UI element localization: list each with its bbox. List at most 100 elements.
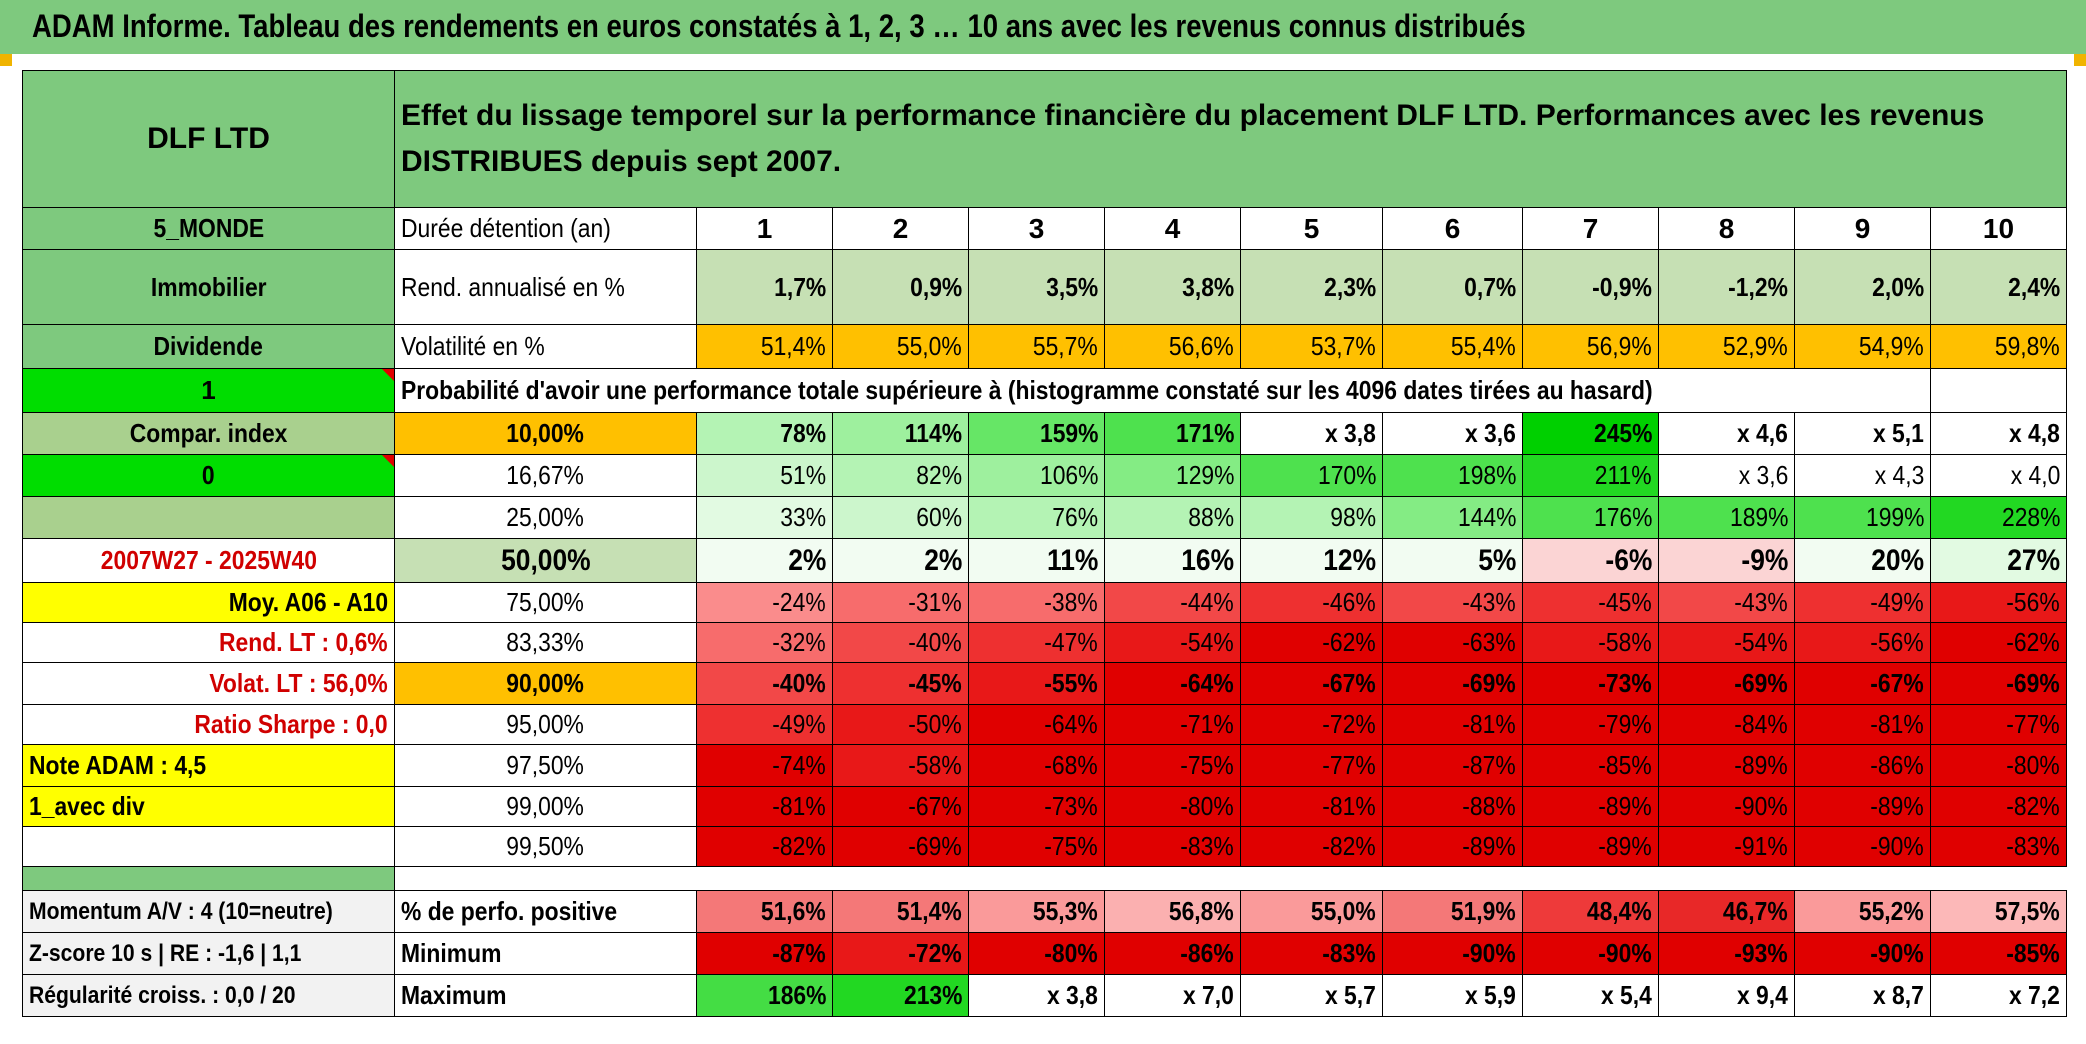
stat-value: -86%	[1104, 932, 1241, 975]
stat-value: x 7,0	[1104, 974, 1241, 1017]
rend-value: 2,3%	[1240, 249, 1383, 325]
probability-cell: -81%	[1382, 704, 1523, 745]
probability-cell: 60%	[832, 496, 969, 539]
probability-cell: x 5,1	[1794, 412, 1931, 455]
stat-value: -93%	[1658, 932, 1795, 975]
probability-cell: 20%	[1794, 538, 1931, 583]
probability-cell: -62%	[1930, 622, 2067, 663]
note-adam-label: Note ADAM : 4,5	[22, 744, 395, 787]
probability-cell: -81%	[1794, 704, 1931, 745]
probability-cell: 27%	[1930, 538, 2067, 583]
probability-cell: -6%	[1522, 538, 1659, 583]
stat-value: x 5,9	[1382, 974, 1523, 1017]
moy-label: Moy. A06 - A10	[22, 582, 395, 623]
stat-value: 56,8%	[1104, 890, 1241, 933]
stat-value: -85%	[1930, 932, 2067, 975]
fund-name: DLF LTD	[22, 70, 395, 208]
probability-cell: -79%	[1522, 704, 1659, 745]
probability-cell: 245%	[1522, 412, 1659, 455]
probability-cell: -56%	[1794, 622, 1931, 663]
probability-cell: -82%	[1240, 826, 1383, 867]
probability-cell: -56%	[1930, 582, 2067, 623]
probability-cell: 198%	[1382, 454, 1523, 497]
probability-cell: -64%	[1104, 662, 1241, 705]
stat-value: -80%	[968, 932, 1105, 975]
probability-cell: 78%	[696, 412, 833, 455]
probability-cell: -62%	[1240, 622, 1383, 663]
stat-value: x 3,8	[968, 974, 1105, 1017]
flag-cell-1[interactable]: 1	[22, 368, 395, 413]
report-title: ADAM Informe. Tableau des rendements en …	[32, 8, 1526, 44]
volat-value: 55,7%	[968, 324, 1105, 369]
volat-value: 55,0%	[832, 324, 969, 369]
probability-cell: -82%	[1930, 786, 2067, 827]
probability-cell: 114%	[832, 412, 969, 455]
year-header: 8	[1658, 207, 1795, 250]
probability-cell: -58%	[1522, 622, 1659, 663]
probability-cell: -46%	[1240, 582, 1383, 623]
percentile-label: 75,00%	[394, 582, 697, 623]
volat-value: 51,4%	[696, 324, 833, 369]
stat-value: -83%	[1240, 932, 1383, 975]
stat-value: -72%	[832, 932, 969, 975]
probability-cell: -82%	[696, 826, 833, 867]
percentile-label: 25,00%	[394, 496, 697, 539]
year-header: 9	[1794, 207, 1931, 250]
sharpe-label: Ratio Sharpe : 0,0	[22, 704, 395, 745]
percentile-label: 83,33%	[394, 622, 697, 663]
probability-cell: -89%	[1522, 786, 1659, 827]
period-label: 2007W27 - 2025W40	[22, 538, 395, 583]
year-header: 10	[1930, 207, 2067, 250]
corner-marker	[2074, 54, 2086, 66]
probability-cell: 82%	[832, 454, 969, 497]
probability-cell: -85%	[1522, 744, 1659, 787]
probability-cell: -89%	[1794, 786, 1931, 827]
probability-cell: -31%	[832, 582, 969, 623]
probability-cell: 88%	[1104, 496, 1241, 539]
probability-cell: 144%	[1382, 496, 1523, 539]
probability-cell: 211%	[1522, 454, 1659, 497]
probability-cell: -45%	[832, 662, 969, 705]
probability-cell: -68%	[968, 744, 1105, 787]
percentile-label: 10,00%	[394, 412, 697, 455]
probability-cell: x 4,0	[1930, 454, 2067, 497]
volat-value: 56,6%	[1104, 324, 1241, 369]
probability-cell: -50%	[832, 704, 969, 745]
corner-marker	[0, 54, 12, 66]
probability-cell: -73%	[968, 786, 1105, 827]
stat-label: % de perfo. positive	[394, 890, 697, 933]
probability-cell: 171%	[1104, 412, 1241, 455]
stat-value: -90%	[1794, 932, 1931, 975]
stat-value: 55,2%	[1794, 890, 1931, 933]
stat-value: -90%	[1522, 932, 1659, 975]
indicator-label: Momentum A/V : 4 (10=neutre)	[22, 890, 395, 933]
stat-value: 55,0%	[1240, 890, 1383, 933]
indicator-label: Z-score 10 s | RE : -1,6 | 1,1	[22, 932, 395, 975]
probability-cell: 51%	[696, 454, 833, 497]
stat-value: 186%	[696, 974, 833, 1017]
probability-cell: -40%	[832, 622, 969, 663]
rend-value: 2,0%	[1794, 249, 1931, 325]
probability-cell: -81%	[696, 786, 833, 827]
year-header: 5	[1240, 207, 1383, 250]
percentile-label: 90,00%	[394, 662, 697, 705]
volat-value: 54,9%	[1794, 324, 1931, 369]
probability-cell: -80%	[1104, 786, 1241, 827]
stat-value: 51,4%	[832, 890, 969, 933]
volat-value: 59,8%	[1930, 324, 2067, 369]
probability-cell: -67%	[832, 786, 969, 827]
probability-cell: -67%	[1794, 662, 1931, 705]
probability-cell: 170%	[1240, 454, 1383, 497]
stat-value: 57,5%	[1930, 890, 2067, 933]
probability-cell: -55%	[968, 662, 1105, 705]
probability-cell: x 4,3	[1794, 454, 1931, 497]
compar-index-label: Compar. index	[22, 412, 395, 455]
probability-cell: -89%	[1658, 744, 1795, 787]
probability-cell: -69%	[1382, 662, 1523, 705]
year-header: 6	[1382, 207, 1523, 250]
probability-cell: -84%	[1658, 704, 1795, 745]
probability-cell: x 3,8	[1240, 412, 1383, 455]
probability-cell: x 3,6	[1382, 412, 1523, 455]
flag-cell-2[interactable]: 0	[22, 454, 395, 497]
probability-cell: -71%	[1104, 704, 1241, 745]
